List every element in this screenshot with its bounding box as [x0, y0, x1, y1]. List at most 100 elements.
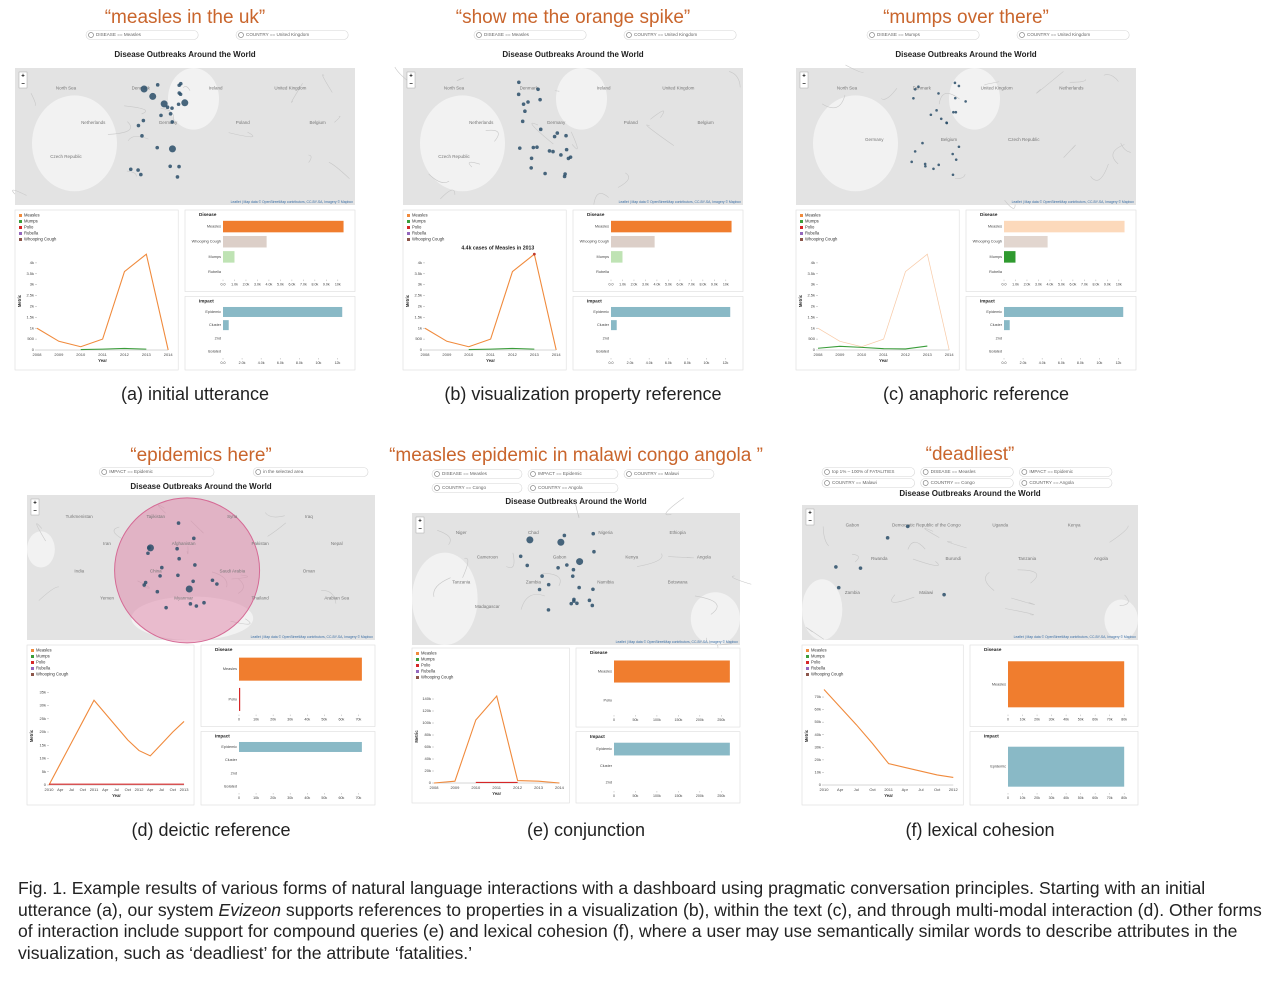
legend-swatch	[31, 649, 34, 652]
x-tick-label: 30k	[287, 718, 293, 722]
filter-icon	[101, 469, 108, 475]
filter-text: DISEASE == Measles	[442, 471, 488, 476]
x-tick-label: 50k	[1078, 718, 1084, 722]
filter-pill	[920, 467, 1014, 477]
y-tick-label: 4k	[418, 260, 422, 265]
outbreak-dot	[136, 168, 140, 172]
legend-label: Polio	[421, 663, 431, 668]
x-tick-label: 200k	[696, 718, 704, 722]
map-border	[1063, 144, 1076, 158]
dashboard-title: Disease Outbreaks Around the World	[502, 50, 643, 59]
category-label: Whooping Cough	[192, 240, 221, 244]
map-water	[813, 95, 898, 192]
legend-swatch	[31, 655, 34, 658]
x-tick-label: 150k	[674, 718, 682, 722]
legend-label: Polio	[36, 660, 46, 665]
map-border	[575, 503, 580, 518]
map-attribution: Leaflet | Map data © OpenStreetMap contr…	[616, 640, 739, 644]
x-tick-label: 70k	[1107, 718, 1113, 722]
outbreak-dot	[143, 580, 148, 585]
caption-system-name: Evizeon	[218, 899, 282, 920]
map-border	[322, 74, 333, 93]
x-axis-label: Year	[112, 793, 121, 798]
outbreak-dot	[592, 549, 596, 554]
y-tick-label: 70k	[815, 694, 821, 699]
bar	[1004, 251, 1016, 263]
outbreak-dot	[178, 92, 183, 97]
outbreak-dot	[546, 582, 551, 587]
outbreak-dot	[954, 158, 958, 161]
filter-pill	[98, 467, 215, 477]
map-border	[531, 122, 554, 145]
map-border	[334, 115, 341, 123]
filter-icon	[434, 471, 440, 477]
bar	[611, 306, 731, 317]
zoom-in: +	[33, 501, 37, 507]
category-label: 2nd	[231, 771, 237, 775]
y-tick-label: 30k	[815, 744, 821, 749]
subfigure-caption: (a) initial utterance	[121, 384, 269, 404]
map-attribution: Leaflet | Map data © OpenStreetMap contr…	[251, 635, 374, 639]
legend-swatch	[19, 220, 22, 223]
bar	[239, 687, 241, 711]
legend-swatch	[19, 226, 22, 229]
category-label: Mumps	[597, 255, 610, 259]
outbreak-dot	[569, 601, 574, 606]
outbreak-dot	[924, 164, 927, 168]
map-label: Zambia	[845, 590, 861, 595]
legend-label: Whooping Cough	[811, 672, 844, 677]
x-tick-label: 10k	[1020, 718, 1026, 722]
map-border	[806, 627, 824, 640]
outbreak-dot	[518, 554, 523, 559]
map-border	[637, 553, 663, 567]
outbreak-dot	[193, 563, 197, 567]
bar	[1004, 220, 1125, 233]
filter-pill	[623, 30, 737, 40]
series-line	[80, 347, 147, 351]
filter-text: COUNTRY == Angola	[1029, 480, 1074, 485]
x-tick-label: 6.0k	[1069, 283, 1076, 287]
outbreak-dot	[913, 87, 917, 91]
map-water	[1104, 599, 1138, 640]
filter-text: COUNTRY == Malawi	[832, 480, 877, 485]
x-tick-label: 40k	[1063, 796, 1069, 800]
legend-label: Polio	[412, 225, 422, 230]
x-tick-label: 10k	[253, 718, 259, 722]
y-tick-label: 1.5k	[414, 314, 422, 319]
x-tick-label: 20k	[1034, 718, 1040, 722]
category-label: Rubella	[596, 270, 610, 274]
outbreak-dot	[905, 524, 910, 529]
x-tick-label: 1.0k	[231, 283, 238, 287]
x-tick-label: 0	[613, 794, 615, 798]
category-label: Cluster	[990, 323, 1003, 327]
legend-label: Mumps	[811, 654, 825, 659]
bar	[1004, 320, 1010, 331]
outbreak-dot	[185, 585, 193, 593]
map-border	[36, 523, 46, 542]
x-tick-label: 4.0k	[654, 283, 661, 287]
x-tick-label: 2009	[54, 352, 64, 357]
y-tick-label: 4k	[811, 260, 815, 265]
series-line	[468, 347, 535, 351]
map-label: Angola	[1094, 556, 1109, 561]
map-border	[183, 86, 191, 91]
x-tick-label: 2008	[421, 352, 431, 357]
map-border	[137, 580, 150, 589]
zoom-out: −	[802, 82, 806, 88]
x-tick-label: 2011	[879, 352, 888, 357]
map-border	[107, 121, 131, 135]
filter-pill	[1019, 467, 1113, 477]
map-border	[468, 161, 481, 168]
x-tick-label: 50k	[633, 794, 639, 798]
map-border	[694, 595, 718, 615]
map-label: Syria	[227, 514, 238, 519]
map-border	[1119, 594, 1129, 606]
outbreak-dot	[562, 174, 567, 179]
x-tick-label: 2013	[180, 787, 190, 792]
y-tick-label: 1.5k	[807, 314, 815, 319]
utterance: “measles epidemic in malawi congo angola…	[389, 445, 763, 466]
map-border	[308, 154, 312, 163]
x-tick-label: Apr	[837, 787, 844, 792]
map-border	[127, 136, 149, 141]
outbreak-dot	[155, 83, 160, 87]
